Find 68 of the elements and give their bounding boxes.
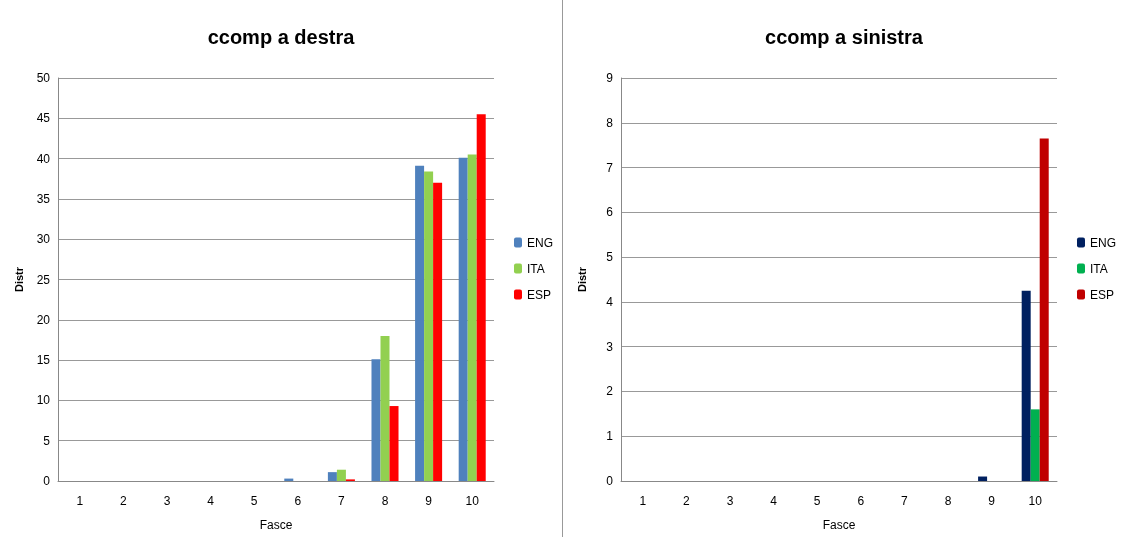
- x-tick-label: 1: [76, 494, 84, 508]
- x-tick-label: 6: [857, 494, 865, 508]
- y-tick-label: 50: [36, 71, 51, 85]
- y-tick-label: 2: [606, 384, 614, 399]
- y-tick-label: 6: [606, 205, 614, 220]
- x-tick-label: 7: [901, 494, 909, 508]
- legend-label: ITA: [1090, 261, 1108, 276]
- bar: [424, 171, 434, 481]
- x-axis-title: Fasce: [259, 518, 293, 532]
- x-tick-label: 8: [381, 494, 389, 508]
- x-tick-label: 8: [944, 494, 952, 508]
- x-tick-label: 3: [163, 494, 171, 508]
- x-tick-label: 4: [207, 494, 215, 508]
- y-tick-label: 0: [606, 474, 614, 488]
- bar: [1039, 138, 1049, 481]
- y-tick-label: 20: [36, 312, 51, 327]
- y-tick-label: 8: [606, 115, 614, 130]
- bar: [415, 165, 425, 481]
- bar: [380, 335, 390, 481]
- y-tick-label: 30: [36, 232, 51, 247]
- x-tick-label: 5: [813, 494, 821, 508]
- bar: [467, 154, 477, 481]
- bar: [1021, 290, 1031, 481]
- x-tick-label: 5: [250, 494, 258, 508]
- y-tick-label: 7: [606, 160, 614, 175]
- bar: [458, 157, 468, 481]
- legend-label: ITA: [527, 261, 545, 276]
- legend-label: ESP: [527, 287, 552, 302]
- bar: [371, 359, 381, 481]
- bar: [389, 406, 399, 481]
- chart-title: ccomp a destra: [207, 26, 356, 48]
- bar: [327, 472, 337, 481]
- x-tick-label: 9: [988, 494, 996, 508]
- x-tick-label: 3: [726, 494, 734, 508]
- x-tick-label: 1: [639, 494, 647, 508]
- x-tick-label: 9: [425, 494, 433, 508]
- x-tick-label: 2: [120, 494, 128, 508]
- legend-label: ENG: [1090, 235, 1117, 250]
- x-tick-label: 2: [683, 494, 691, 508]
- bar: [978, 476, 988, 481]
- y-tick-label: 1: [606, 429, 614, 444]
- bar: [1030, 409, 1040, 481]
- y-tick-label: 25: [36, 272, 51, 287]
- y-tick-label: 45: [36, 111, 51, 126]
- y-tick-label: 0: [43, 474, 51, 488]
- y-axis-title: Distr: [575, 266, 588, 293]
- y-tick-label: 10: [36, 393, 51, 408]
- x-tick-label: 6: [294, 494, 302, 508]
- y-tick-label: 15: [36, 353, 51, 368]
- y-tick-label: 5: [606, 250, 614, 265]
- legend-label: ESP: [1090, 287, 1115, 302]
- x-tick-label: 7: [338, 494, 346, 508]
- y-tick-label: 35: [36, 191, 51, 206]
- x-tick-label: 10: [465, 494, 480, 508]
- bar: [476, 114, 486, 481]
- y-tick-label: 4: [606, 294, 614, 309]
- y-axis-title: Distr: [12, 266, 25, 293]
- bar: [336, 469, 346, 481]
- y-tick-label: 9: [606, 71, 614, 85]
- y-tick-label: 5: [43, 433, 51, 448]
- y-tick-label: 40: [36, 151, 51, 166]
- x-tick-label: 10: [1028, 494, 1043, 508]
- x-axis-title: Fasce: [822, 518, 856, 532]
- legend-label: ENG: [527, 235, 554, 250]
- chart-title: ccomp a sinistra: [765, 26, 924, 48]
- bar: [433, 182, 443, 481]
- y-tick-label: 3: [606, 339, 614, 354]
- x-tick-label: 4: [770, 494, 778, 508]
